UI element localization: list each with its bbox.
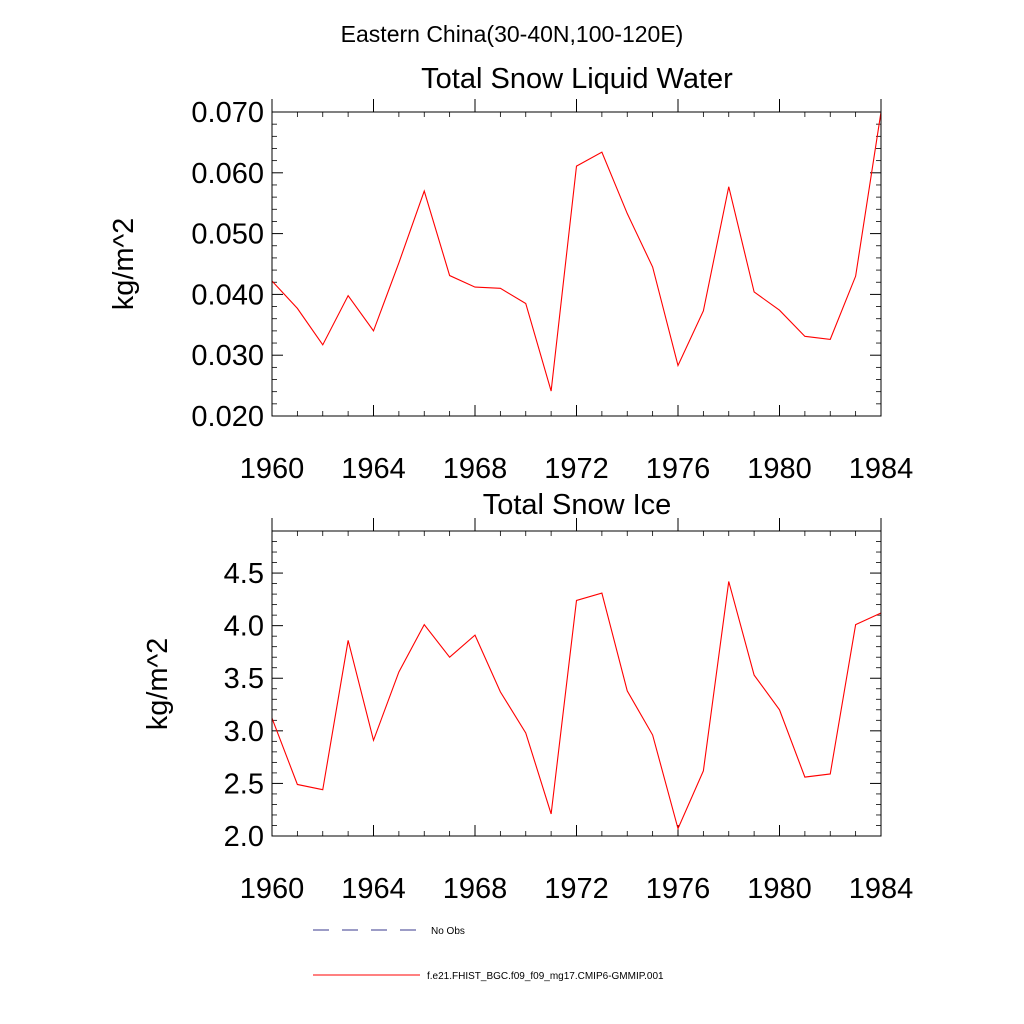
series-line-liquid-water bbox=[271, 111, 882, 392]
legend-entry-no-obs: No Obs bbox=[313, 926, 465, 937]
y-tick-label: 0.050 bbox=[191, 219, 264, 251]
y-tick-label: 0.070 bbox=[191, 97, 264, 129]
legend-entry-model: f.e21.FHIST_BGC.f09_f09_mg17.CMIP6-GMMIP… bbox=[313, 971, 664, 982]
y-tick-label: 2.5 bbox=[224, 768, 264, 800]
x-tick-label: 1980 bbox=[747, 873, 812, 905]
y-tick-label: 0.040 bbox=[191, 279, 264, 311]
x-tick-labels: 1960 1964 1968 1972 1976 1980 1984 bbox=[240, 873, 914, 905]
y-tick-label: 4.5 bbox=[224, 558, 264, 590]
legend-label: No Obs bbox=[431, 926, 465, 937]
chart-panel-liquid-water: Total Snow Liquid Water kg/m^2 0.020 0.03… bbox=[108, 63, 913, 485]
x-tick-label: 1960 bbox=[240, 453, 305, 485]
chart-title: Total Snow Liquid Water bbox=[421, 63, 733, 95]
legend-label: f.e21.FHIST_BGC.f09_f09_mg17.CMIP6-GMMIP… bbox=[427, 971, 664, 982]
x-tick-label: 1968 bbox=[443, 873, 508, 905]
x-tick-label: 1964 bbox=[341, 873, 406, 905]
minor-ticks bbox=[272, 531, 881, 836]
y-tick-label: 0.020 bbox=[191, 401, 264, 433]
x-tick-label: 1984 bbox=[849, 453, 914, 485]
y-tick-label: 3.5 bbox=[224, 663, 264, 695]
minor-ticks bbox=[272, 112, 881, 416]
chart-title: Total Snow Ice bbox=[483, 489, 672, 521]
y-axis-label: kg/m^2 bbox=[142, 638, 174, 731]
y-tick-labels: 2.0 2.5 3.0 3.5 4.0 4.5 bbox=[224, 558, 264, 853]
plot-frame bbox=[271, 111, 882, 417]
y-tick-labels: 0.020 0.030 0.040 0.050 0.060 0.070 bbox=[191, 97, 264, 433]
y-tick-label: 3.0 bbox=[224, 716, 264, 748]
x-tick-label: 1972 bbox=[544, 453, 609, 485]
legend: No Obs f.e21.FHIST_BGC.f09_f09_mg17.CMIP… bbox=[313, 926, 664, 982]
y-tick-label: 2.0 bbox=[224, 821, 264, 853]
major-ticks bbox=[271, 518, 882, 837]
x-tick-label: 1984 bbox=[849, 873, 914, 905]
x-tick-label: 1972 bbox=[544, 873, 609, 905]
y-axis-label: kg/m^2 bbox=[108, 218, 140, 311]
y-tick-label: 0.030 bbox=[191, 340, 264, 372]
y-tick-label: 4.0 bbox=[224, 611, 264, 643]
figure-suptitle: Eastern China(30-40N,100-120E) bbox=[341, 21, 684, 47]
x-tick-label: 1960 bbox=[240, 873, 305, 905]
chart-panel-snow-ice: Total Snow Ice kg/m^2 2.0 2.5 3.0 3.5 4.0 4.5… bbox=[142, 489, 913, 905]
y-tick-label: 0.060 bbox=[191, 158, 264, 190]
major-ticks bbox=[271, 99, 882, 417]
x-tick-label: 1976 bbox=[646, 873, 711, 905]
x-tick-label: 1980 bbox=[747, 453, 812, 485]
plot-frame bbox=[271, 530, 882, 837]
x-tick-labels: 1960 1964 1968 1972 1976 1980 1984 bbox=[240, 453, 914, 485]
x-tick-label: 1976 bbox=[646, 453, 711, 485]
x-tick-label: 1964 bbox=[341, 453, 406, 485]
x-tick-label: 1968 bbox=[443, 453, 508, 485]
series-line-snow-ice bbox=[271, 581, 882, 831]
